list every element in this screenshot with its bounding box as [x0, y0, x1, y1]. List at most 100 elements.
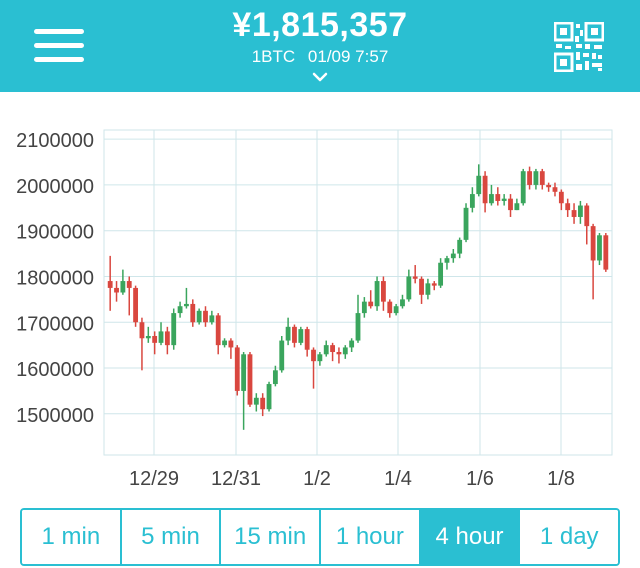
candle-body	[406, 276, 412, 300]
candle-body	[431, 283, 437, 286]
candle-body	[145, 335, 151, 339]
candle-body	[304, 329, 310, 350]
candle-body	[552, 187, 558, 192]
candle-body	[203, 310, 208, 323]
candle-body	[152, 335, 158, 343]
candle-body	[457, 239, 463, 254]
candle-body	[298, 329, 304, 343]
y-tick-label: 1700000	[16, 313, 94, 335]
candle-body	[584, 205, 590, 227]
candle-body	[469, 194, 475, 208]
candle-body	[342, 347, 348, 355]
candle-body	[317, 354, 323, 362]
candle-body	[190, 303, 196, 323]
candle-body	[209, 315, 215, 323]
candle-body	[539, 171, 545, 185]
y-tick-label: 1500000	[16, 405, 94, 427]
candle-body	[234, 347, 240, 391]
candle-body	[349, 340, 355, 348]
candle-body	[247, 354, 253, 405]
candle-body	[171, 313, 177, 346]
candle-body	[355, 313, 361, 341]
timeframe-tab[interactable]: 5 min	[121, 510, 222, 564]
candle-body	[501, 198, 507, 201]
app-header: ¥1,815,357 1BTC 01/09 7:57	[0, 0, 640, 92]
candle-body	[196, 310, 202, 323]
candle-body	[279, 340, 285, 371]
x-tick-label: 12/31	[211, 468, 261, 490]
current-price: ¥1,815,357	[232, 6, 408, 44]
x-tick-label: 1/2	[303, 468, 331, 490]
candle-body	[184, 303, 189, 307]
candle-body	[450, 253, 456, 259]
candle-body	[292, 326, 297, 343]
candle-body	[361, 301, 367, 314]
candle-body	[482, 175, 488, 204]
candle-body	[311, 349, 316, 362]
candle-body	[253, 397, 259, 405]
candle-body	[565, 203, 571, 211]
candlestick-chart: 2100000 2000000 1900000 1800000 1700000 16000…	[16, 129, 613, 490]
candle-body	[177, 306, 183, 314]
timeframe-selector: 1 min 5 min 15 min 1 hour 4 hour 1 day	[20, 508, 620, 566]
candle-body	[603, 235, 609, 270]
candle-body	[241, 354, 247, 391]
candle-body	[158, 331, 164, 343]
y-tick-label: 1600000	[16, 359, 94, 381]
candle-body	[514, 203, 520, 211]
candle-body	[571, 210, 577, 217]
candle-body	[133, 287, 139, 323]
timeframe-tab[interactable]: 1 hour	[321, 510, 421, 564]
candle-body	[419, 278, 424, 295]
timeframe-tab[interactable]: 15 min	[221, 510, 322, 564]
candle-body	[400, 299, 405, 307]
candle-body	[412, 276, 418, 279]
candle-body	[444, 258, 450, 263]
candle-body	[114, 287, 119, 293]
qr-code-icon[interactable]	[554, 22, 604, 72]
candle-body	[272, 370, 278, 385]
x-tick-label: 1/6	[466, 468, 494, 490]
candle-body	[393, 306, 399, 314]
chevron-down-icon[interactable]	[311, 70, 329, 84]
candle-body	[215, 315, 221, 346]
candle-body	[546, 184, 552, 188]
candle-body	[374, 281, 380, 307]
candle-body	[533, 171, 539, 185]
timeframe-tab[interactable]: 4 hour	[420, 510, 521, 564]
x-tick-label: 12/29	[129, 468, 179, 490]
candle-body	[577, 205, 583, 217]
hamburger-menu-icon[interactable]	[34, 26, 86, 64]
timeframe-tab[interactable]: 1 min	[22, 510, 122, 564]
timeframe-tab[interactable]: 1 day	[520, 510, 618, 564]
candle-body	[381, 281, 386, 302]
y-tick-label: 2000000	[16, 176, 94, 198]
price-timestamp: 01/09 7:57	[307, 47, 389, 66]
x-tick-label: 1/8	[547, 468, 575, 490]
y-tick-label: 1800000	[16, 267, 94, 289]
candle-body	[336, 352, 342, 355]
candle-body	[387, 301, 393, 314]
candle-body	[489, 194, 494, 204]
currency-unit: 1BTC	[251, 47, 296, 66]
y-tick-label: 1900000	[16, 222, 94, 244]
candle-body	[126, 281, 132, 288]
candle-body	[368, 301, 374, 307]
candle-body	[558, 191, 564, 204]
candle-body	[107, 281, 113, 288]
candle-body	[495, 194, 501, 201]
candle-body	[425, 283, 431, 295]
candle-body	[222, 340, 227, 346]
candle-body	[120, 281, 126, 293]
x-tick-label: 1/4	[384, 468, 412, 490]
candle-body	[285, 326, 291, 341]
candle-body	[323, 345, 329, 355]
candle-body	[139, 322, 145, 339]
candle-body	[228, 340, 234, 348]
candle-body	[590, 226, 596, 261]
candle-body	[438, 262, 444, 286]
candle-body	[260, 397, 266, 410]
candle-body	[330, 345, 335, 353]
candle-body	[463, 207, 469, 240]
candle-body	[508, 198, 513, 211]
